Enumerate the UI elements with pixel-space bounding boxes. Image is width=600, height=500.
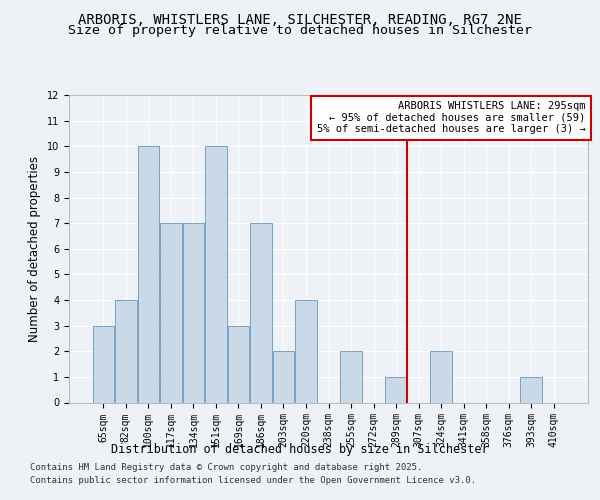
Text: Contains HM Land Registry data © Crown copyright and database right 2025.: Contains HM Land Registry data © Crown c…: [30, 464, 422, 472]
Bar: [228, 326, 249, 402]
Bar: [430, 351, 452, 403]
Bar: [160, 223, 182, 402]
Bar: [115, 300, 137, 402]
Bar: [295, 300, 317, 402]
Text: ARBORIS, WHISTLERS LANE, SILCHESTER, READING, RG7 2NE: ARBORIS, WHISTLERS LANE, SILCHESTER, REA…: [78, 12, 522, 26]
Bar: [520, 377, 542, 402]
Text: Distribution of detached houses by size in Silchester: Distribution of detached houses by size …: [111, 442, 489, 456]
Bar: [385, 377, 407, 402]
Bar: [182, 223, 204, 402]
Bar: [250, 223, 272, 402]
Text: Size of property relative to detached houses in Silchester: Size of property relative to detached ho…: [68, 24, 532, 37]
Bar: [137, 146, 159, 403]
Bar: [205, 146, 227, 403]
Y-axis label: Number of detached properties: Number of detached properties: [28, 156, 41, 342]
Text: Contains public sector information licensed under the Open Government Licence v3: Contains public sector information licen…: [30, 476, 476, 485]
Bar: [92, 326, 114, 402]
Bar: [340, 351, 362, 403]
Bar: [273, 351, 294, 403]
Text: ARBORIS WHISTLERS LANE: 295sqm
← 95% of detached houses are smaller (59)
5% of s: ARBORIS WHISTLERS LANE: 295sqm ← 95% of …: [317, 101, 586, 134]
